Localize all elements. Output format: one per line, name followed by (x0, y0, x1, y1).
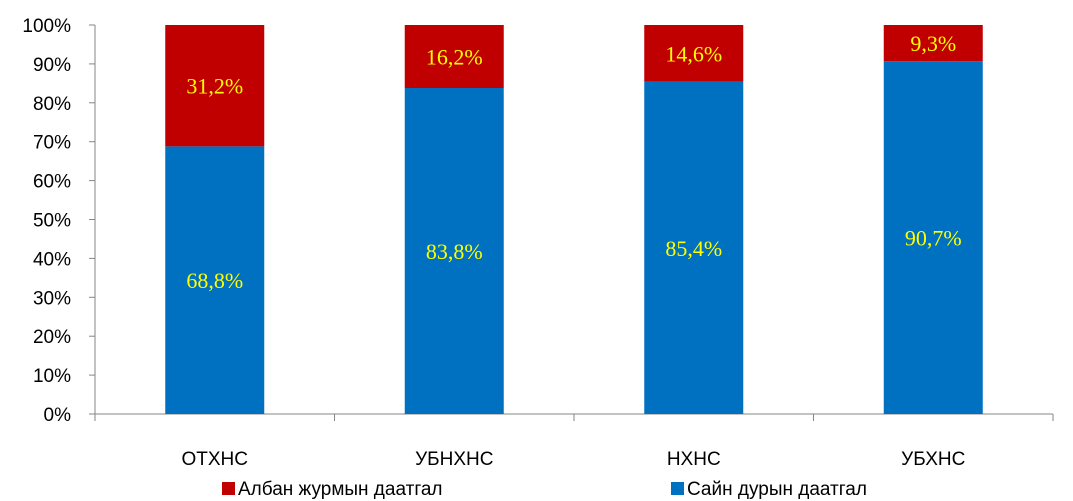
bar-segment (644, 25, 744, 82)
data-label: 68,8% (186, 268, 243, 293)
y-tick-label: 30% (33, 288, 71, 309)
y-tick-label: 50% (33, 211, 71, 232)
bar-segment (883, 61, 983, 414)
legend-swatch (671, 482, 684, 495)
y-tick-label: 10% (33, 366, 71, 387)
bar-segment (883, 25, 983, 62)
y-tick-label: 20% (33, 327, 71, 348)
y-tick-label: 90% (33, 55, 71, 76)
data-label: 31,2% (186, 74, 243, 99)
data-label: 9,3% (910, 31, 956, 56)
y-tick-label: 40% (33, 249, 71, 270)
data-label: 90,7% (905, 226, 962, 251)
x-category-label: УБХНС (901, 449, 965, 470)
legend-label: Сайн дурын даатгал (687, 479, 867, 500)
axes: 0% 10% 20% 30% 40% 50% 60% 70% 80% 90% 100% ОТХНС УБ… (22, 16, 1054, 470)
legend-label: Албан журмын даатгал (238, 479, 442, 500)
x-category-label: УБНХНС (415, 449, 493, 470)
y-tick-label: 100% (22, 16, 71, 37)
legend: Албан журмын даатгал Сайн дурын даатгал (222, 479, 867, 500)
bars (165, 25, 983, 415)
data-label: 85,4% (665, 236, 722, 261)
x-category-label: ОТХНС (182, 449, 249, 470)
data-labels: 68,8% 31,2% 83,8% 16,2% 85,4% 14,6% 90,7% 9,3% (186, 31, 961, 293)
data-label: 16,2% (426, 45, 483, 70)
y-tick-label: 70% (33, 133, 71, 154)
y-tick-label: 0% (44, 405, 72, 426)
y-tick-label: 80% (33, 94, 71, 115)
data-label: 83,8% (426, 239, 483, 264)
legend-swatch (222, 482, 235, 495)
bar-segment (404, 25, 504, 89)
bar-segment (165, 146, 265, 415)
bar-segment (644, 81, 744, 414)
bar-segment (404, 88, 504, 414)
data-label: 14,6% (665, 41, 722, 66)
x-category-label: НХНС (667, 449, 721, 470)
bar-segment (165, 25, 265, 147)
y-tick-label: 60% (33, 172, 71, 193)
